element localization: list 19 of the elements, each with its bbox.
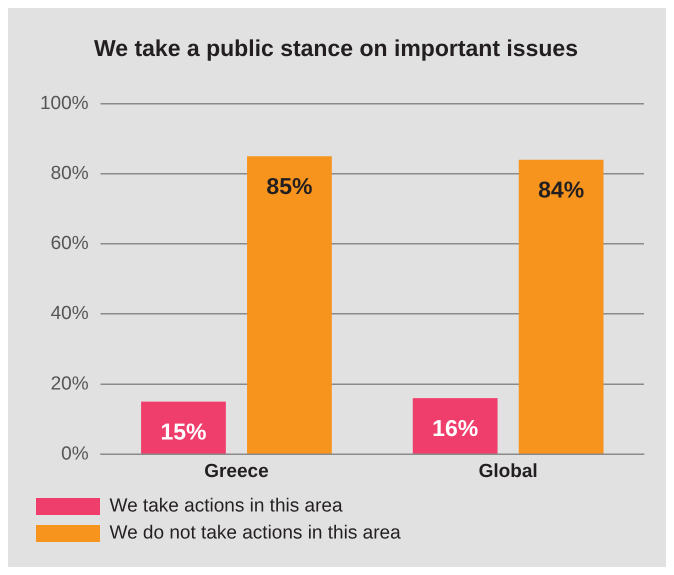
data-label: 85% [266,173,312,200]
data-label: 16% [432,414,478,441]
data-label: 84% [538,176,584,203]
chart-title: We take a public stance on important issues [94,35,578,62]
x-tick-label: Global [478,460,538,482]
y-tick-label: 40% [50,303,89,324]
data-label: 15% [160,418,206,444]
bar [247,156,332,454]
bar [412,398,498,454]
y-tick-label: 20% [50,373,89,394]
bar [518,160,604,454]
y-tick-label: 80% [50,162,89,184]
y-tick-label: 100% [40,92,89,114]
y-tick-label: 60% [50,233,89,254]
y-tick-label: 0% [61,443,89,464]
x-tick-label: Greece [204,460,269,482]
bar [141,402,226,454]
legend-label: We take actions in this area [110,496,343,517]
legend-label: We do not take actions in this area [110,522,402,544]
